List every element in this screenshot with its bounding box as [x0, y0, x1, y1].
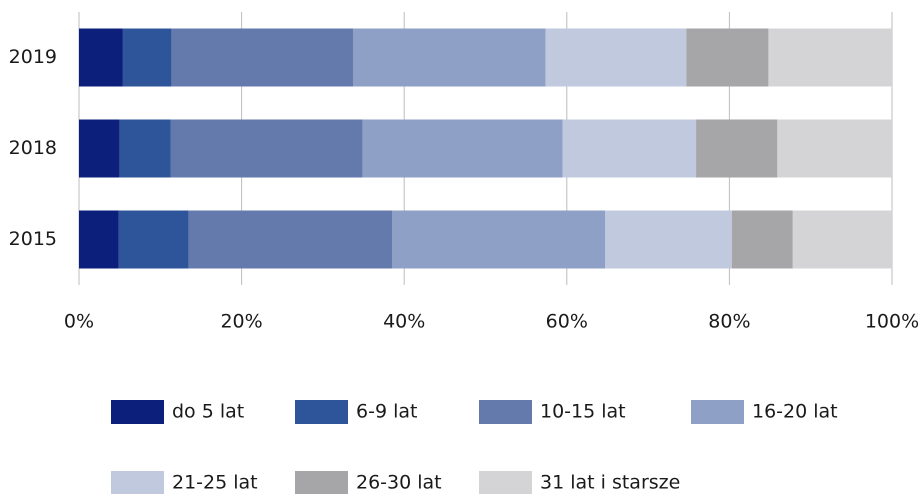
bar-segment: [352, 28, 546, 87]
bar-segment: [768, 28, 892, 87]
bar-segment: [122, 28, 172, 87]
bar-segment: [731, 210, 793, 269]
legend-swatch: [479, 471, 532, 494]
bar-segment: [777, 119, 892, 178]
legend-swatch: [295, 400, 348, 424]
bar-segment: [605, 210, 732, 269]
bar-segment: [188, 210, 393, 269]
x-tick-label: 60%: [546, 311, 588, 333]
x-tick-label: 100%: [865, 311, 919, 333]
legend-label: 26-30 lat: [356, 472, 442, 494]
x-tick-label: 20%: [220, 311, 262, 333]
legend-swatch: [111, 400, 164, 424]
bar-segment: [792, 210, 892, 269]
legend-label: 16-20 lat: [752, 401, 838, 423]
legend-swatch: [691, 400, 744, 424]
y-tick-label: 2015: [9, 228, 57, 250]
legend-label: 6-9 lat: [356, 401, 417, 423]
bar-segment: [545, 28, 687, 87]
x-tick-label: 0%: [64, 311, 94, 333]
legend-label: 21-25 lat: [172, 472, 258, 494]
x-tick-label: 40%: [383, 311, 425, 333]
legend-swatch: [479, 400, 532, 424]
bar-segment: [171, 28, 353, 87]
legend-swatch: [111, 471, 164, 494]
bar-segment: [79, 28, 123, 87]
x-tick-label: 80%: [708, 311, 750, 333]
bar-segment: [686, 28, 769, 87]
bar-segment: [696, 119, 778, 178]
bar-segment: [362, 119, 563, 178]
bar-segment: [79, 119, 120, 178]
bar-segment: [170, 119, 363, 178]
bar-segment: [119, 119, 171, 178]
bar-segment: [562, 119, 697, 178]
y-tick-label: 2019: [9, 46, 57, 68]
legend-swatch: [295, 471, 348, 494]
legend-label: 10-15 lat: [540, 401, 626, 423]
y-tick-label: 2018: [9, 137, 57, 159]
legend-label: do 5 lat: [172, 401, 244, 423]
bar-segment: [118, 210, 189, 269]
bar-segment: [392, 210, 606, 269]
legend-label: 31 lat i starsze: [540, 472, 680, 494]
bar-segment: [79, 210, 119, 269]
